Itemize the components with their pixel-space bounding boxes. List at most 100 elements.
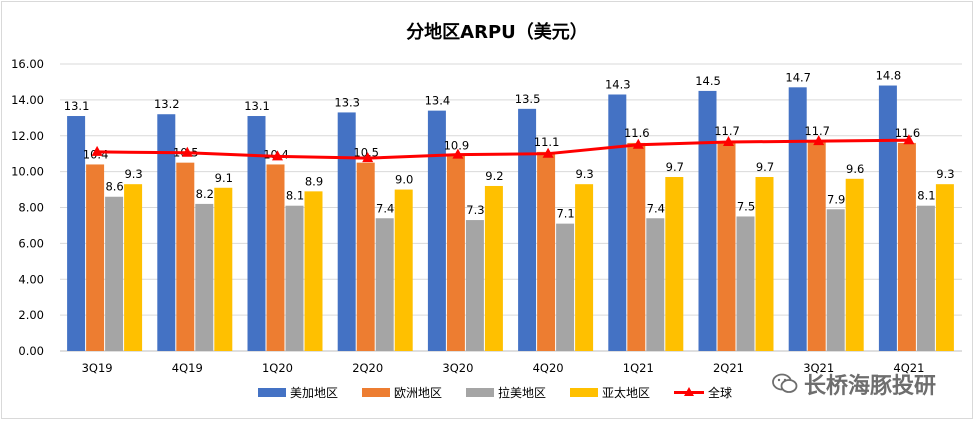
bar-value-label: 10.5 bbox=[353, 146, 379, 160]
global-line-marker bbox=[362, 152, 374, 163]
legend-label: 亚太地区 bbox=[602, 385, 650, 400]
bar-value-label: 13.1 bbox=[64, 99, 90, 113]
x-tick-label: 3Q20 bbox=[442, 361, 473, 375]
bar-value-label: 9.2 bbox=[485, 169, 503, 183]
bar bbox=[807, 141, 826, 351]
bar bbox=[356, 162, 375, 351]
bar-value-label: 14.5 bbox=[695, 74, 721, 88]
bar-value-label: 14.7 bbox=[785, 70, 811, 84]
bar-value-label: 11.6 bbox=[624, 126, 650, 140]
bar-value-label: 9.3 bbox=[124, 167, 142, 181]
legend-swatch bbox=[258, 388, 286, 397]
global-line-marker bbox=[91, 145, 103, 156]
y-tick-label: 16.00 bbox=[11, 57, 44, 71]
bar bbox=[878, 85, 897, 352]
bar bbox=[665, 177, 684, 351]
bar bbox=[537, 151, 556, 351]
bar bbox=[465, 220, 484, 351]
bar bbox=[86, 164, 105, 351]
bar bbox=[214, 187, 233, 351]
bar-value-label: 7.4 bbox=[376, 201, 394, 215]
y-tick-label: 10.00 bbox=[11, 165, 44, 179]
bar-value-label: 13.2 bbox=[154, 97, 180, 111]
global-line-marker bbox=[452, 148, 464, 159]
bar-value-label: 8.9 bbox=[305, 174, 323, 188]
bar bbox=[646, 218, 665, 351]
legend-swatch bbox=[466, 388, 494, 397]
global-line-marker bbox=[903, 134, 915, 145]
bar bbox=[304, 191, 323, 351]
bar bbox=[427, 110, 446, 351]
bar bbox=[518, 108, 537, 351]
bar bbox=[375, 218, 394, 351]
bar-value-label: 9.7 bbox=[756, 160, 774, 174]
legend-label: 全球 bbox=[708, 385, 732, 400]
bar-value-label: 8.6 bbox=[105, 180, 123, 194]
bar bbox=[736, 216, 755, 351]
global-line-marker bbox=[272, 150, 283, 161]
y-tick-label: 0.00 bbox=[18, 344, 44, 358]
bar bbox=[627, 142, 646, 351]
bar-value-label: 11.7 bbox=[804, 124, 830, 138]
bar-value-label: 9.3 bbox=[936, 167, 954, 181]
x-tick-label: 4Q19 bbox=[172, 361, 203, 375]
y-tick-label: 14.00 bbox=[11, 93, 44, 107]
bar bbox=[608, 94, 627, 352]
x-tick-label: 2Q20 bbox=[352, 361, 383, 375]
bar-value-label: 7.1 bbox=[556, 207, 574, 221]
bar bbox=[285, 205, 304, 351]
legend-swatch bbox=[362, 388, 390, 397]
bar bbox=[484, 185, 503, 351]
wechat-icon bbox=[772, 373, 798, 393]
bar bbox=[157, 114, 176, 351]
bar bbox=[575, 184, 594, 351]
bar-value-label: 13.3 bbox=[334, 95, 360, 109]
bar-value-label: 14.8 bbox=[876, 69, 902, 83]
bar-value-label: 9.7 bbox=[666, 160, 684, 174]
bar-value-label: 8.1 bbox=[917, 189, 935, 203]
bar-value-label: 10.9 bbox=[444, 138, 470, 152]
y-tick-label: 2.00 bbox=[18, 308, 44, 322]
legend-label: 欧洲地区 bbox=[394, 386, 442, 400]
x-tick-label: 1Q20 bbox=[262, 361, 293, 375]
x-tick-label: 2Q21 bbox=[713, 361, 744, 375]
x-tick-label: 1Q21 bbox=[623, 361, 654, 375]
bar-value-label: 9.1 bbox=[215, 171, 233, 185]
y-tick-label: 4.00 bbox=[18, 272, 44, 286]
bar bbox=[446, 155, 465, 351]
global-line-marker bbox=[542, 147, 554, 158]
watermark-text: 长桥海豚投研 bbox=[803, 374, 936, 399]
bar-value-label: 9.3 bbox=[575, 167, 593, 181]
bar-value-label: 7.9 bbox=[827, 192, 845, 206]
x-tick-label: 4Q20 bbox=[533, 361, 564, 375]
bar bbox=[195, 203, 214, 351]
global-line-marker bbox=[813, 135, 825, 146]
bar-value-label: 11.6 bbox=[895, 126, 921, 140]
global-line-marker bbox=[723, 136, 734, 147]
bar-value-label: 7.3 bbox=[466, 203, 484, 217]
bar-value-label: 11.1 bbox=[534, 135, 560, 149]
bar bbox=[67, 116, 86, 351]
x-tick-label: 4Q21 bbox=[893, 361, 924, 375]
bar bbox=[935, 184, 954, 351]
bar bbox=[698, 90, 717, 351]
bar bbox=[755, 177, 774, 351]
global-line-marker bbox=[181, 146, 193, 157]
bar-value-label: 8.1 bbox=[286, 189, 304, 203]
bar bbox=[105, 196, 124, 351]
chart-title: 分地区ARPU（美元） bbox=[406, 21, 588, 43]
legend-swatch bbox=[570, 388, 598, 397]
legend-label: 美加地区 bbox=[290, 386, 338, 400]
bar bbox=[916, 205, 935, 351]
y-tick-label: 8.00 bbox=[18, 201, 44, 215]
bar bbox=[788, 87, 807, 351]
bar bbox=[394, 189, 413, 351]
y-tick-label: 6.00 bbox=[18, 236, 44, 250]
bar bbox=[176, 162, 195, 351]
bar-value-label: 8.2 bbox=[196, 187, 214, 201]
bar-value-label: 13.1 bbox=[244, 99, 270, 113]
x-tick-label: 3Q19 bbox=[82, 361, 113, 375]
bar bbox=[717, 141, 736, 351]
